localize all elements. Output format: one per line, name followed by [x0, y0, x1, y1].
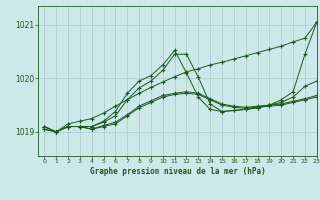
- X-axis label: Graphe pression niveau de la mer (hPa): Graphe pression niveau de la mer (hPa): [90, 167, 266, 176]
